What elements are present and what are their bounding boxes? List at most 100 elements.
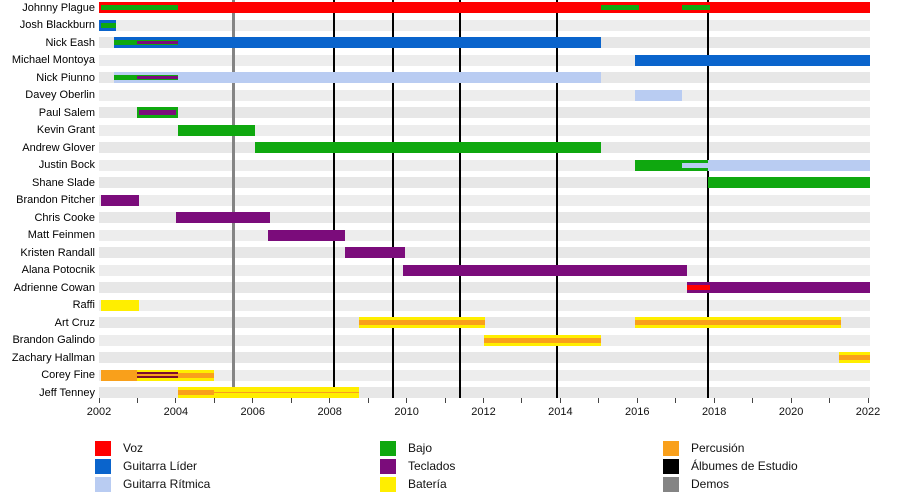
legend-swatch-voz <box>95 441 111 456</box>
plot-area: Johnny Plague Josh Blackburn Nick Eash Mich… <box>11 0 881 418</box>
axis-tick-label: 2002 <box>86 406 112 418</box>
member-label: Adrienne Cowan <box>13 281 95 294</box>
timeline-bar-guitarra_ritmica <box>681 162 709 168</box>
timeline-bar-bajo <box>100 22 117 28</box>
row-band <box>99 352 870 363</box>
timeline-bar-bajo <box>681 5 711 10</box>
timeline-bar-overlap-edge <box>137 376 178 378</box>
legend-label: Teclados <box>408 459 456 473</box>
timeline-bar-teclados <box>137 41 178 44</box>
legend-swatch-demo <box>663 477 679 492</box>
timeline-bar-bajo <box>100 5 178 10</box>
axis-tick-label: 2004 <box>163 406 189 418</box>
axis-tick-label: 2020 <box>778 406 804 418</box>
member-label: Raffi <box>72 299 95 311</box>
row-band <box>99 177 870 188</box>
axis-tick <box>713 398 715 403</box>
member-label: Justin Bock <box>38 159 95 171</box>
album-release-line <box>459 0 462 398</box>
axis-tick <box>521 398 523 403</box>
legend: Voz Guitarra Líder Guitarra Rítmica Bajo Tec… <box>0 430 900 500</box>
row-band <box>99 229 870 241</box>
axis-tick <box>636 398 638 403</box>
album-release-line <box>392 0 395 398</box>
album-release-line <box>555 0 558 398</box>
timeline-bar-teclados <box>175 212 271 223</box>
timeline-bar-voz <box>99 2 870 13</box>
axis-tick <box>675 398 677 403</box>
legend-label: Guitarra Rítmica <box>123 477 211 491</box>
album-release-line <box>332 0 335 398</box>
axis-tick <box>406 398 408 403</box>
row-band <box>99 194 870 206</box>
row-band <box>99 54 870 66</box>
axis-tick-label: 2022 <box>855 406 881 418</box>
member-label: Johnny Plague <box>22 1 95 14</box>
legend-swatch-album <box>663 459 679 474</box>
axis-tick-label: 2014 <box>548 406 573 418</box>
row-band <box>99 159 870 171</box>
timeline-bar-teclados <box>345 247 405 258</box>
row-band <box>99 212 870 223</box>
axis-tick-label: 2010 <box>394 406 419 418</box>
row-band <box>99 387 870 398</box>
axis-tick <box>98 398 100 403</box>
legend-swatch-guitarra_ritmica <box>95 477 111 492</box>
timeline-bar-guitarra_lider <box>114 37 601 48</box>
axis-tick-label: 2012 <box>471 406 496 418</box>
timeline-bar-teclados <box>100 194 140 206</box>
axis-tick <box>790 398 792 403</box>
album-release-line <box>707 0 710 398</box>
demo-release-line <box>232 0 236 398</box>
axis-tick <box>829 398 831 403</box>
timeline-bar-voz <box>687 285 711 290</box>
axis-tick <box>752 398 754 403</box>
timeline-bar-percusion <box>214 391 359 394</box>
timeline-bar-bajo <box>254 142 601 153</box>
row-band <box>99 369 870 381</box>
member-label: Chris Cooke <box>34 211 95 224</box>
axis-tick <box>867 398 869 403</box>
legend-label: Batería <box>408 477 447 491</box>
member-label: Nick Piunno <box>36 71 95 84</box>
member-label: Brandon Pitcher <box>16 194 95 206</box>
member-label: Brandon Galindo <box>12 334 95 346</box>
member-label: Zachary Hallman <box>11 351 95 364</box>
timeline-bar-bajo <box>708 177 870 188</box>
member-label: Art Cruz <box>54 316 95 329</box>
axis-tick <box>290 398 292 403</box>
member-label: Shane Slade <box>32 176 95 189</box>
axis-tick <box>213 398 215 403</box>
timeline-bar-percusion <box>358 320 486 325</box>
axis-tick <box>483 398 484 403</box>
timeline-bar-percusion <box>137 372 215 378</box>
axis-tick-label: 2006 <box>240 406 266 418</box>
axis-tick <box>252 398 254 403</box>
member-label: Paul Salem <box>38 106 95 119</box>
member-label: Alana Potocnik <box>21 264 95 276</box>
member-label: Josh Blackburn <box>19 19 95 31</box>
row-band <box>99 299 870 311</box>
legend-label: Voz <box>123 441 144 455</box>
axis-tick <box>559 398 561 403</box>
row-band <box>99 19 870 31</box>
legend-label: Guitarra Líder <box>123 459 198 473</box>
row-band <box>99 107 870 118</box>
timeline-bar-percusion <box>839 355 870 360</box>
timeline-bar-guitarra_lider <box>635 54 870 66</box>
legend-label: Bajo <box>408 441 433 455</box>
axis-tick <box>175 398 177 403</box>
axis-tick-label: 2016 <box>625 406 650 418</box>
legend-swatch-teclados <box>380 459 396 474</box>
axis-tick <box>329 398 331 403</box>
member-label: Nick Eash <box>45 36 95 49</box>
timeline-bar-teclados <box>402 264 688 276</box>
axis-tick <box>136 398 138 403</box>
timeline-bar-teclados <box>268 229 346 241</box>
legend-label: Demos <box>691 477 730 491</box>
timeline-bar-guitarra_ritmica <box>114 72 601 83</box>
member-label: Michael Montoya <box>11 54 95 66</box>
member-label: Jeff Tenney <box>39 386 95 399</box>
axis-tick <box>444 398 446 403</box>
